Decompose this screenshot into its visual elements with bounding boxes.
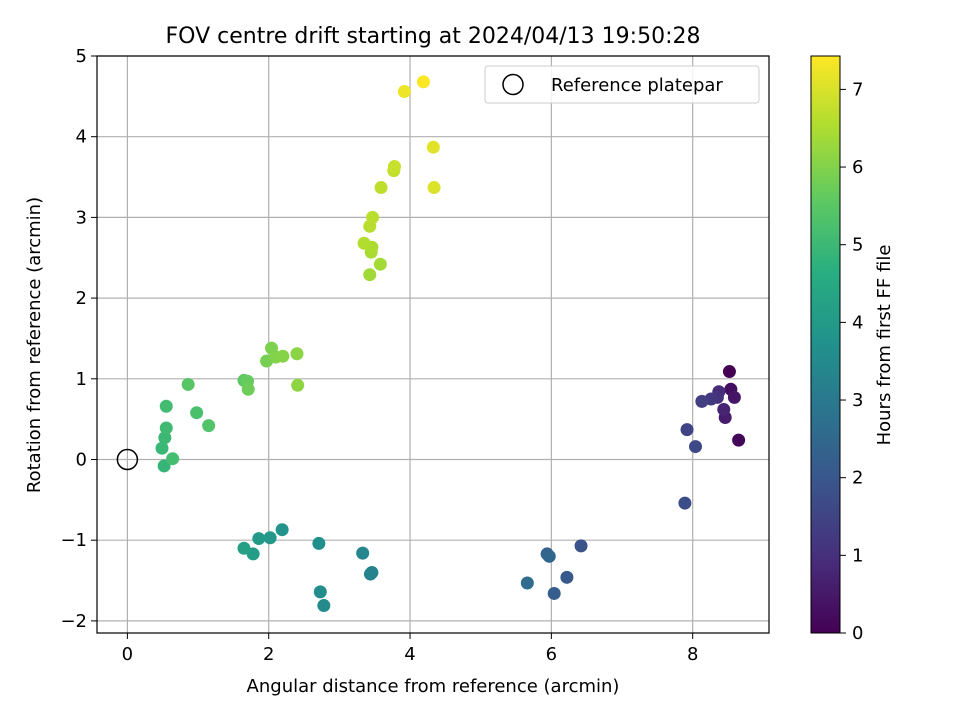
data-point bbox=[416, 75, 430, 89]
data-point bbox=[397, 85, 411, 99]
data-point bbox=[166, 452, 180, 466]
plot-frame bbox=[96, 55, 770, 634]
data-point bbox=[520, 576, 534, 590]
legend: Reference platepar bbox=[484, 65, 760, 104]
reference-marker-icon bbox=[502, 73, 524, 96]
y-tick-label: 1 bbox=[76, 369, 87, 390]
data-point bbox=[155, 441, 169, 455]
data-point bbox=[157, 459, 171, 473]
y-ticks: −2 −1 0 1 2 3 4 5 bbox=[60, 46, 97, 632]
data-point bbox=[717, 402, 731, 416]
data-point bbox=[357, 236, 371, 250]
reference-point-marker bbox=[116, 448, 139, 471]
data-point bbox=[574, 539, 588, 553]
x-tick-label: 2 bbox=[263, 644, 274, 665]
data-point bbox=[366, 210, 380, 224]
y-tick-label: 3 bbox=[76, 207, 87, 228]
data-point bbox=[275, 523, 289, 537]
data-point bbox=[202, 419, 216, 433]
colorbar-tick-label: 7 bbox=[852, 79, 863, 100]
data-point bbox=[373, 257, 387, 271]
data-point bbox=[290, 347, 304, 361]
colorbar: 0 1 2 3 4 5 6 7 Hours from first FF file bbox=[810, 55, 895, 644]
data-point bbox=[542, 549, 556, 563]
y-axis-label: Rotation from reference (arcmin) bbox=[24, 197, 45, 493]
y-tick-label: 2 bbox=[76, 288, 87, 309]
colorbar-tick-label: 0 bbox=[852, 623, 863, 644]
colorbar-tick-label: 1 bbox=[852, 545, 863, 566]
x-tick-label: 0 bbox=[122, 644, 133, 665]
data-point bbox=[680, 423, 694, 437]
y-tick-label: −1 bbox=[60, 530, 87, 551]
data-point bbox=[426, 140, 440, 154]
y-tick-label: 5 bbox=[76, 46, 87, 67]
data-point bbox=[722, 365, 736, 379]
data-point bbox=[158, 431, 172, 445]
data-point bbox=[387, 160, 401, 174]
colorbar-tick-label: 3 bbox=[852, 390, 863, 411]
x-axis-label: Angular distance from reference (arcmin) bbox=[247, 676, 620, 697]
data-point bbox=[317, 599, 331, 613]
data-point bbox=[190, 406, 204, 420]
data-point bbox=[252, 532, 266, 546]
data-point bbox=[727, 390, 741, 404]
data-point bbox=[159, 399, 173, 413]
data-point bbox=[237, 541, 251, 555]
data-point bbox=[732, 433, 746, 447]
data-point bbox=[241, 382, 255, 396]
data-point bbox=[363, 268, 377, 282]
y-tick-label: 0 bbox=[76, 449, 87, 470]
data-point bbox=[363, 567, 377, 581]
data-point bbox=[374, 181, 388, 195]
colorbar-tick-label: 5 bbox=[852, 235, 863, 256]
data-point bbox=[181, 377, 195, 391]
legend-entry-reference: Reference platepar bbox=[551, 75, 723, 96]
data-point bbox=[547, 586, 561, 600]
colorbar-tick-label: 6 bbox=[852, 157, 863, 178]
x-tick-label: 6 bbox=[546, 644, 557, 665]
data-point bbox=[276, 349, 290, 363]
data-points bbox=[116, 75, 746, 613]
y-tick-label: −2 bbox=[60, 611, 87, 632]
data-point bbox=[689, 440, 703, 454]
data-point bbox=[678, 496, 692, 510]
data-point bbox=[159, 421, 173, 435]
data-point bbox=[695, 394, 709, 408]
data-point bbox=[356, 546, 370, 560]
x-tick-label: 4 bbox=[404, 644, 415, 665]
data-point bbox=[313, 585, 327, 599]
data-point bbox=[427, 181, 441, 195]
legend-box bbox=[484, 65, 760, 104]
data-point bbox=[291, 378, 305, 392]
data-point bbox=[263, 531, 277, 545]
colorbar-tick-label: 2 bbox=[852, 468, 863, 489]
x-ticks: 0 2 4 6 8 bbox=[122, 633, 698, 665]
colorbar-ticks: 0 1 2 3 4 5 6 7 bbox=[840, 79, 863, 644]
x-tick-label: 8 bbox=[687, 644, 698, 665]
chart-title: FOV centre drift starting at 2024/04/13 … bbox=[166, 24, 701, 49]
data-point bbox=[560, 570, 574, 584]
y-tick-label: 4 bbox=[76, 127, 87, 148]
colorbar-gradient bbox=[810, 55, 841, 634]
colorbar-label: Hours from first FF file bbox=[874, 245, 895, 446]
colorbar-tick-label: 4 bbox=[852, 312, 863, 333]
data-point bbox=[312, 536, 326, 550]
